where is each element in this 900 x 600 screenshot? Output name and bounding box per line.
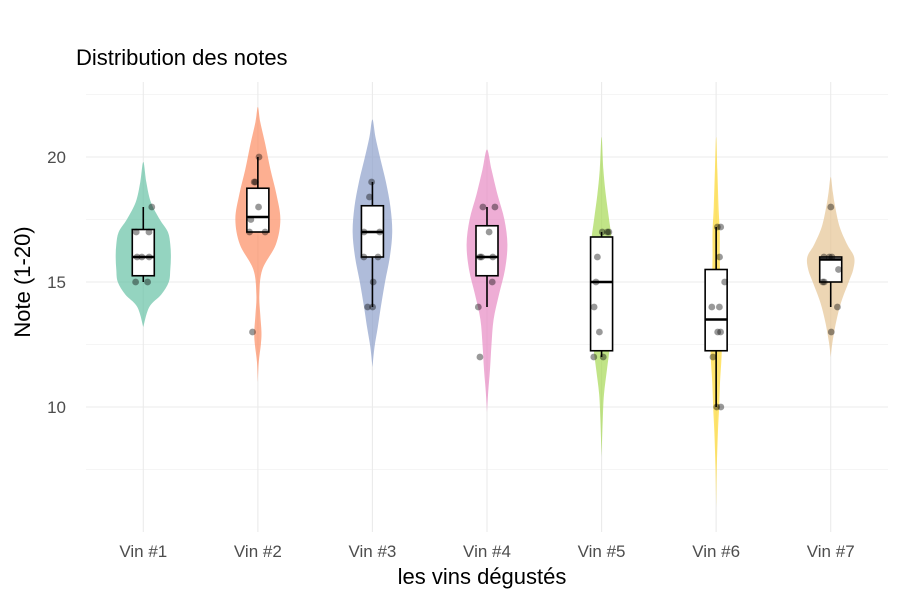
data-point — [827, 203, 835, 211]
violins-layer — [115, 107, 855, 507]
x-tick-label: Vin #6 — [692, 542, 740, 561]
boxplots-layer — [131, 157, 843, 407]
y-axis-title: Note (1-20) — [10, 226, 35, 337]
data-point — [255, 203, 262, 211]
x-tick-label: Vin #2 — [234, 542, 282, 561]
data-point — [603, 228, 611, 236]
x-tick-label: Vin #1 — [119, 542, 167, 561]
box-2 — [246, 187, 270, 233]
data-point — [485, 228, 493, 236]
box-5 — [589, 236, 614, 352]
data-point — [828, 253, 836, 261]
data-point — [369, 278, 377, 286]
data-point — [605, 228, 613, 236]
data-point — [590, 303, 598, 311]
data-point — [590, 353, 598, 361]
y-axis-ticks: 10 15 20 — [47, 148, 66, 417]
data-point — [476, 253, 484, 261]
data-point — [488, 278, 496, 286]
box-6 — [704, 268, 728, 352]
data-point — [250, 178, 258, 186]
data-point — [252, 178, 259, 186]
data-point — [145, 253, 153, 261]
data-point — [369, 303, 376, 311]
data-point — [835, 266, 842, 273]
data-point — [709, 353, 717, 361]
data-point — [827, 328, 835, 336]
data-point — [138, 253, 146, 261]
data-point — [144, 278, 152, 286]
data-point — [246, 228, 253, 236]
data-point — [145, 228, 153, 236]
points-layer — [132, 153, 842, 411]
data-point — [717, 328, 724, 336]
data-point — [721, 278, 729, 286]
box-1 — [131, 228, 156, 277]
data-point — [478, 253, 485, 261]
box-4 — [475, 224, 499, 277]
data-point — [593, 253, 601, 261]
violin-2 — [235, 107, 281, 382]
data-point — [261, 228, 269, 236]
data-point — [247, 216, 255, 223]
data-point — [592, 278, 600, 286]
data-point — [376, 228, 384, 236]
data-point — [708, 303, 716, 311]
data-point — [368, 178, 376, 186]
data-point — [366, 193, 373, 201]
data-point — [255, 153, 263, 161]
data-point — [715, 303, 723, 311]
data-point — [714, 328, 722, 336]
data-point — [364, 303, 372, 311]
y-tick-label: 20 — [47, 148, 66, 167]
data-point — [476, 353, 484, 361]
data-point — [148, 203, 156, 211]
box-7 — [818, 256, 843, 283]
x-axis-ticks: Vin #1 Vin #2 Vin #3 Vin #4 Vin #5 Vin #6 Vin … — [119, 542, 854, 561]
data-point — [374, 253, 382, 261]
x-tick-label: Vin #7 — [807, 542, 855, 561]
data-point — [598, 228, 606, 236]
data-point — [819, 278, 827, 286]
data-point — [713, 223, 721, 231]
data-point — [489, 253, 497, 261]
data-point — [491, 203, 499, 211]
data-point — [716, 253, 723, 261]
x-tick-label: Vin #5 — [578, 542, 626, 561]
data-point — [713, 403, 721, 411]
x-tick-label: Vin #4 — [463, 542, 511, 561]
y-tick-label: 10 — [47, 398, 66, 417]
x-axis-title: les vins dégustés — [398, 564, 567, 589]
data-point — [360, 228, 368, 236]
data-point — [595, 328, 603, 336]
data-point — [820, 278, 828, 286]
data-point — [826, 253, 833, 261]
data-point — [132, 228, 140, 236]
data-point — [820, 253, 828, 261]
data-point — [479, 203, 487, 211]
y-tick-label: 15 — [47, 273, 66, 292]
data-point — [717, 223, 725, 231]
chart-title: Distribution des notes — [76, 45, 288, 70]
data-point — [360, 253, 368, 261]
data-point — [599, 353, 607, 361]
data-point — [249, 328, 256, 336]
data-point — [834, 303, 841, 311]
data-point — [474, 303, 482, 311]
data-point — [717, 403, 725, 411]
data-point — [132, 278, 140, 286]
data-point — [133, 253, 141, 261]
x-tick-label: Vin #3 — [348, 542, 396, 561]
